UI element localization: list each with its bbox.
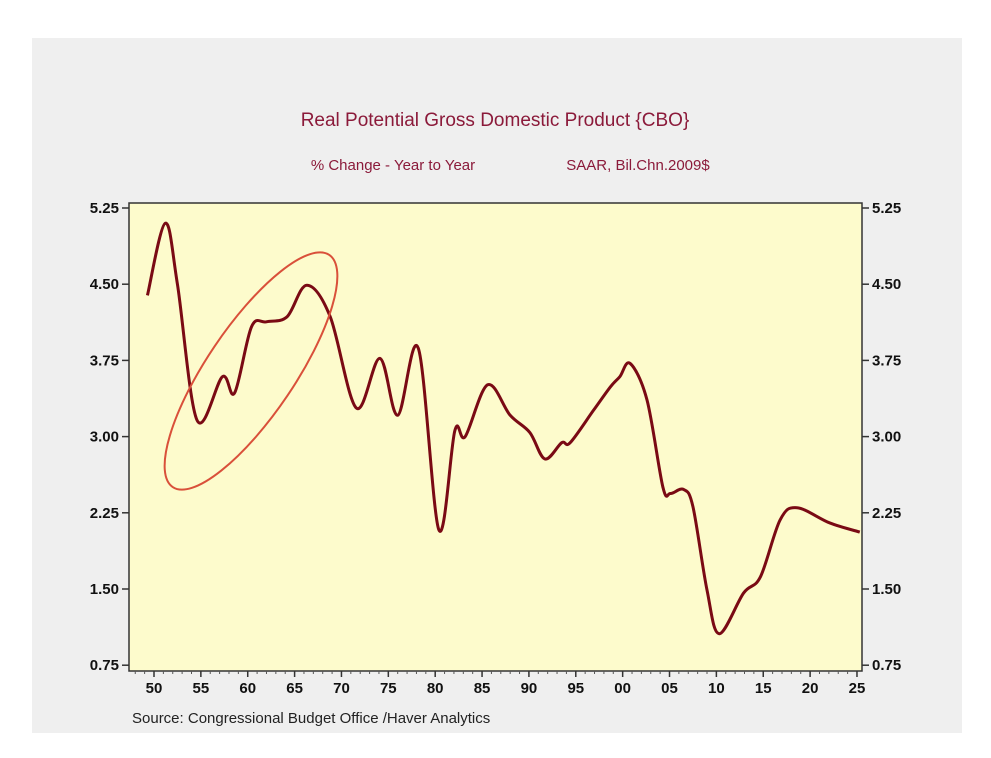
y-tick-label-right: 1.50 (872, 581, 901, 598)
y-tick-label-left: 5.25 (90, 200, 119, 217)
x-tick-label: 60 (239, 680, 256, 697)
y-tick-label-right: 0.75 (872, 657, 901, 674)
y-tick-label-left: 1.50 (90, 581, 119, 598)
x-tick-label: 20 (802, 680, 819, 697)
highlight-ellipse (163, 251, 339, 491)
y-tick-label-left: 3.75 (90, 352, 119, 369)
y-tick-label-right: 4.50 (872, 276, 901, 293)
chart-subtitle-left: % Change - Year to Year (311, 157, 475, 174)
x-tick-label: 65 (286, 680, 303, 697)
y-tick-label-left: 2.25 (90, 505, 119, 522)
x-tick-label: 55 (193, 680, 210, 697)
x-tick-label: 70 (333, 680, 350, 697)
source-note: Source: Congressional Budget Office /Hav… (132, 710, 490, 727)
y-tick-label-right: 3.00 (872, 429, 901, 446)
y-tick-label-right: 5.25 (872, 200, 901, 217)
x-tick-label: 10 (708, 680, 725, 697)
x-tick-label: 05 (661, 680, 678, 697)
chart-title: Real Potential Gross Domestic Product {C… (301, 110, 690, 131)
y-tick-label-left: 0.75 (90, 657, 119, 674)
x-tick-label: 15 (755, 680, 772, 697)
y-tick-label-left: 4.50 (90, 276, 119, 293)
x-tick-label: 25 (849, 680, 866, 697)
plot-area (128, 202, 863, 672)
x-tick-label: 50 (146, 680, 163, 697)
y-tick-label-right: 2.25 (872, 505, 901, 522)
x-tick-label: 75 (380, 680, 397, 697)
x-tick-label: 00 (614, 680, 631, 697)
y-tick-label-right: 3.75 (872, 352, 901, 369)
x-tick-label: 85 (474, 680, 491, 697)
chart-subtitle-right: SAAR, Bil.Chn.2009$ (566, 157, 710, 174)
x-tick-label: 80 (427, 680, 444, 697)
x-tick-label: 95 (567, 680, 584, 697)
x-tick-label: 90 (521, 680, 538, 697)
y-tick-label-left: 3.00 (90, 429, 119, 446)
